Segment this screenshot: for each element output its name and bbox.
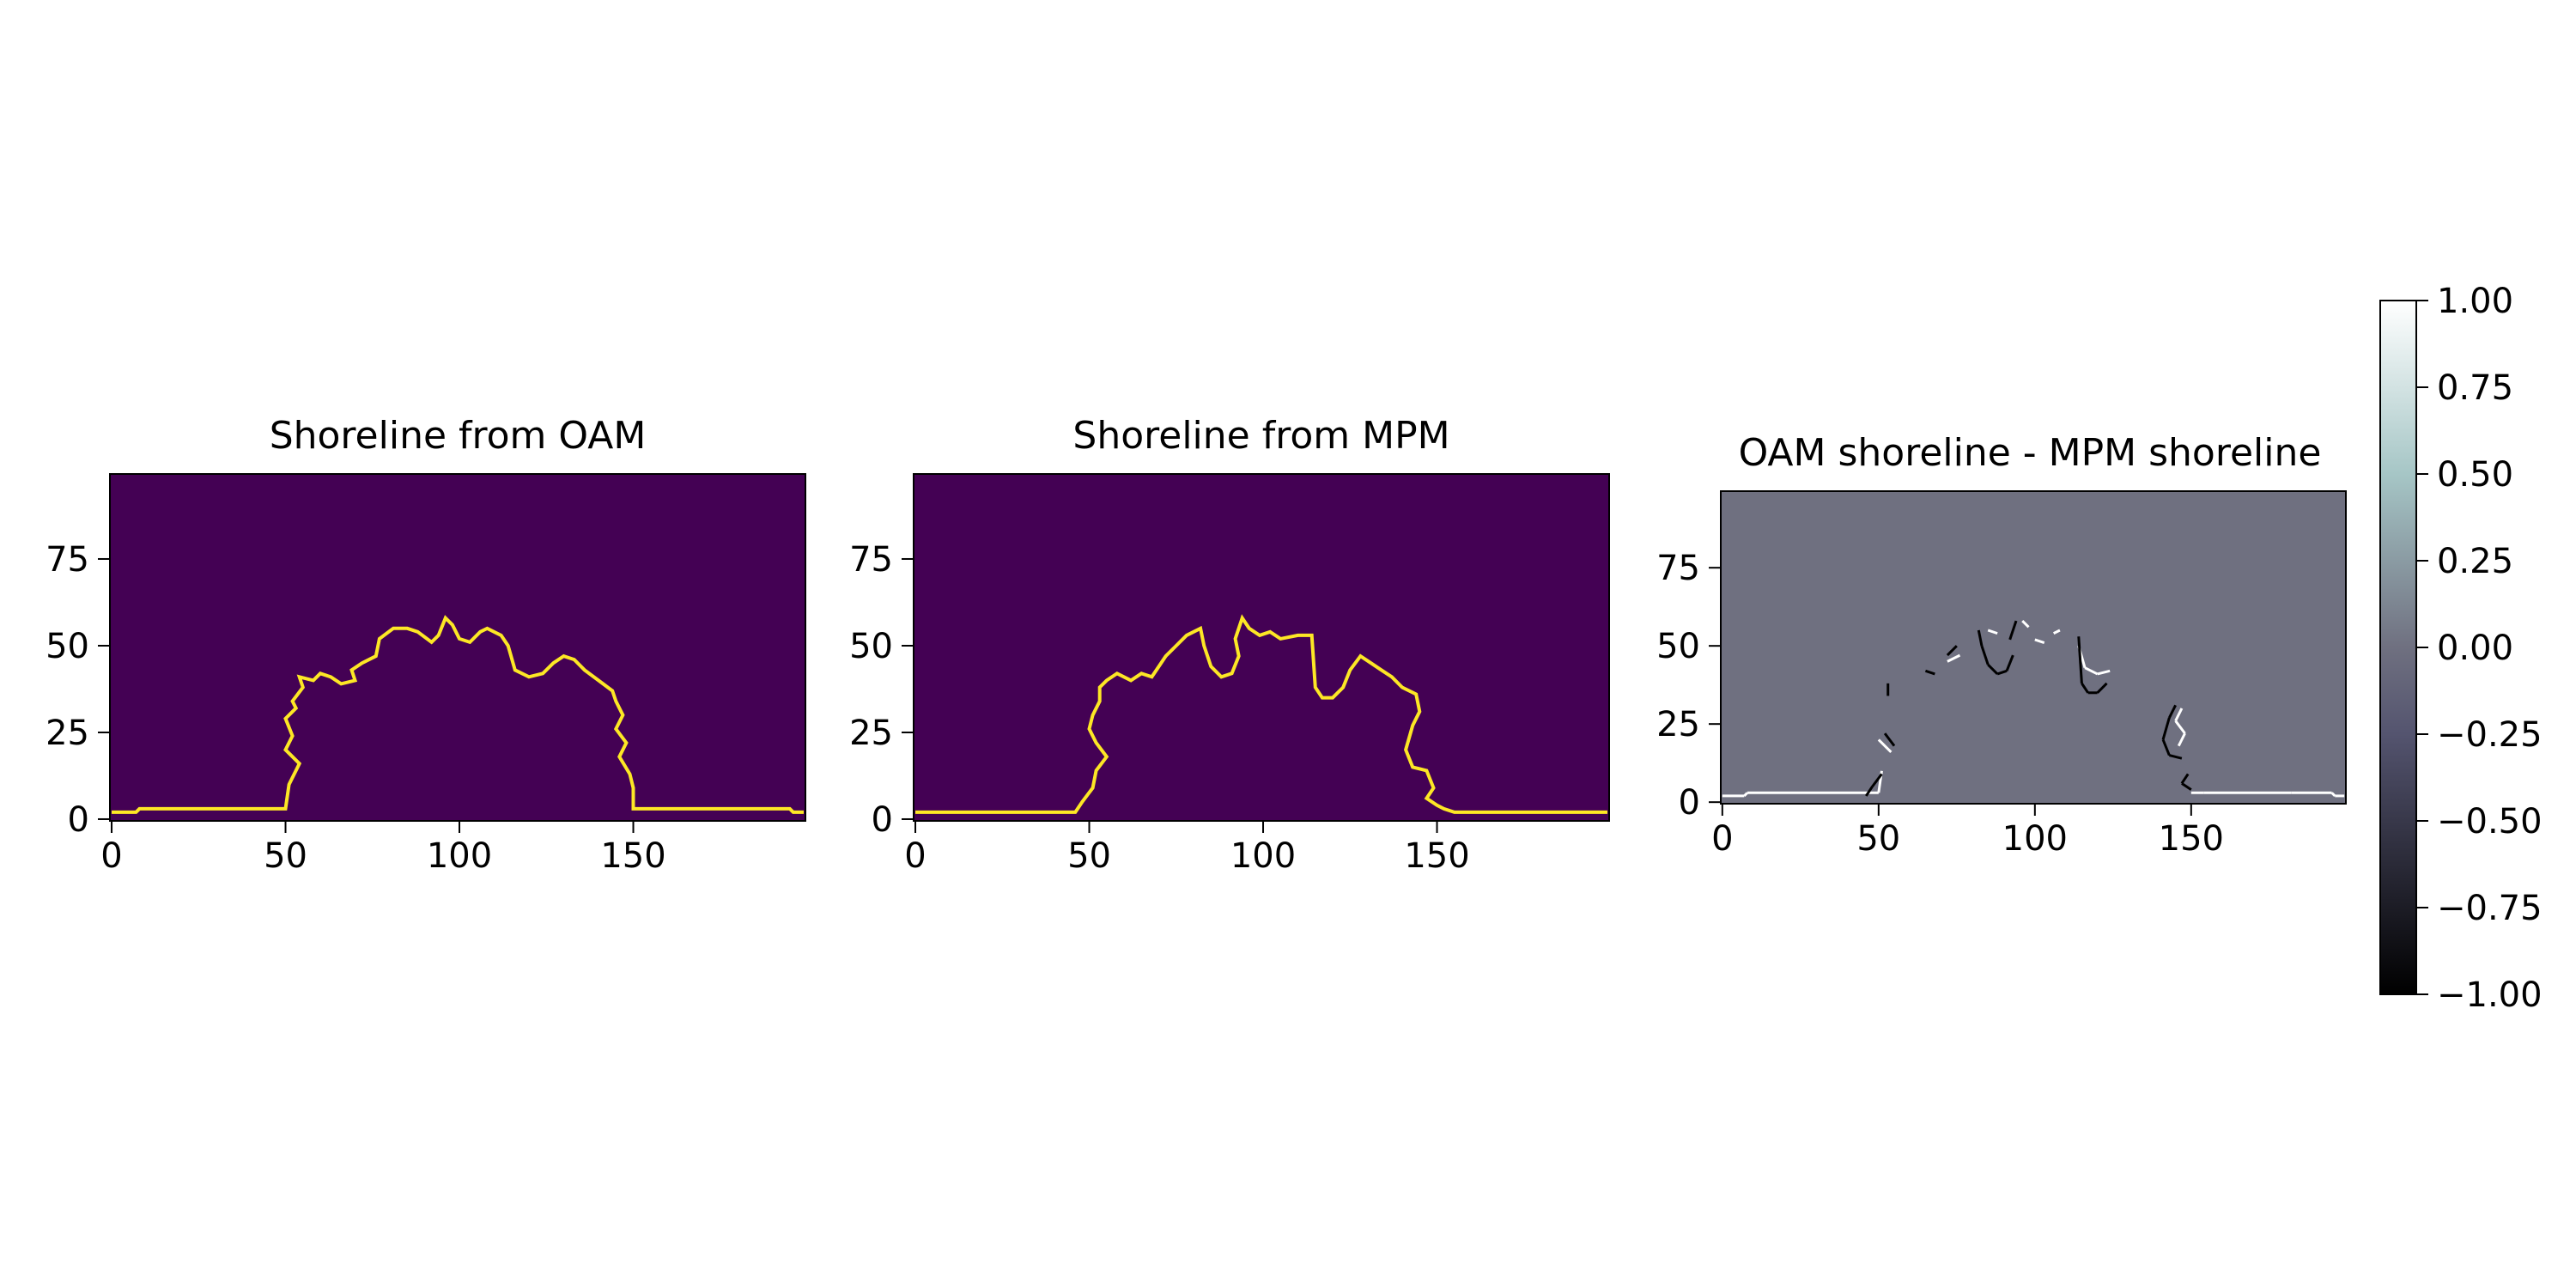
y-tick-label: 25: [849, 714, 893, 753]
panel-mpm-yticks: 0 25 50 75: [849, 540, 914, 840]
diff-negative-segment: [1996, 669, 2008, 676]
y-tick-label: 50: [1656, 627, 1700, 666]
x-tick-label: 0: [904, 836, 926, 876]
diff-negative-segment: [1977, 629, 1984, 647]
panel-oam-shoreline: [112, 615, 804, 814]
y-tick-label: 25: [46, 714, 89, 753]
y-tick-label: 75: [849, 540, 893, 580]
colorbar-tick-label: −0.75: [2437, 889, 2543, 928]
diff-positive-segment: [2097, 669, 2111, 676]
colorbar-tick-label: −0.25: [2437, 715, 2543, 755]
diff-negative-segment: [2081, 683, 2089, 694]
panel-diff-xticks: 0 50 100 150: [1711, 804, 2224, 859]
x-tick-label: 0: [1711, 819, 1733, 859]
diff-positive-segment: [2052, 629, 2061, 635]
x-tick-label: 150: [1404, 836, 1469, 876]
panel-diff-yticks: 0 25 50 75: [1656, 549, 1721, 823]
diff-positive-segment: [1947, 653, 1961, 663]
panel-diff-negative-segments: [1865, 620, 2192, 797]
diff-negative-segment: [2161, 738, 2171, 756]
x-tick-label: 50: [1856, 819, 1900, 859]
colorbar-tick-label: −0.50: [2437, 802, 2543, 841]
y-tick-label: 0: [1679, 783, 1700, 823]
panel-diff-background: [1721, 491, 2346, 804]
panel-oam-background: [110, 474, 805, 821]
diff-negative-segment: [1987, 663, 1999, 676]
panel-diff: OAM shoreline - MPM shoreline 0 50 100 150 …: [1656, 431, 2347, 859]
panel-oam-frame: [109, 473, 806, 822]
x-tick-label: 100: [1230, 836, 1296, 876]
panel-mpm-background: [914, 474, 1609, 821]
x-tick-label: 50: [264, 836, 307, 876]
colorbar-ticks: 1.00 0.75 0.50 0.25 0.00 −0.25 −0.50 −0.75 −1.00: [2416, 282, 2543, 1015]
diff-negative-segment: [1883, 732, 1896, 747]
diff-negative-segment: [1865, 786, 1874, 797]
diff-positive-segment: [2174, 720, 2186, 734]
x-tick-label: 50: [1067, 836, 1111, 876]
diff-negative-segment: [2168, 754, 2183, 760]
colorbar-tick-label: −1.00: [2437, 975, 2543, 1015]
colorbar: 1.00 0.75 0.50 0.25 0.00 −0.25 −0.50 −0.75 −1.00: [2379, 282, 2543, 1015]
panel-oam-xticks: 0 50 100 150: [100, 821, 666, 876]
diff-positive-segment: [1877, 738, 1893, 754]
panel-mpm-title: Shoreline from MPM: [1072, 414, 1449, 458]
y-tick-label: 50: [849, 627, 893, 666]
panel-mpm-frame: [913, 473, 1610, 822]
diff-positive-segment: [2084, 666, 2099, 676]
diff-positive-segment: [2174, 708, 2184, 722]
diff-negative-segment: [2096, 682, 2108, 694]
diff-positive-segment: [2034, 638, 2045, 644]
colorbar-tick-label: 0.50: [2437, 455, 2513, 495]
diff-negative-segment: [2077, 636, 2083, 683]
diff-negative-segment: [1980, 645, 1990, 665]
diff-positive-segment: [2021, 619, 2030, 629]
x-tick-label: 150: [600, 836, 665, 876]
y-tick-label: 25: [1656, 705, 1700, 744]
colorbar-tick-label: 0.00: [2437, 629, 2513, 668]
panel-oam-title: Shoreline from OAM: [270, 414, 647, 458]
diff-negative-segment: [1924, 669, 1935, 676]
panel-mpm: Shoreline from MPM 0 50 100 150 0 25 50 75: [849, 414, 1610, 876]
panel-oam-yticks: 0 25 50 75: [46, 540, 110, 840]
y-tick-label: 0: [68, 800, 89, 840]
y-tick-label: 0: [872, 800, 893, 840]
diff-positive-segment: [1987, 629, 1998, 635]
diff-negative-segment: [1946, 645, 1958, 657]
diff-negative-segment: [2005, 654, 2014, 671]
diff-negative-segment: [2167, 704, 2177, 719]
panel-diff-frame: [1720, 490, 2347, 805]
diff-negative-segment: [2161, 717, 2171, 740]
panel-mpm-shoreline: [915, 614, 1607, 814]
colorbar-tick-label: 1.00: [2437, 282, 2513, 321]
x-tick-label: 100: [2002, 819, 2068, 859]
colorbar-tick-label: 0.25: [2437, 542, 2513, 581]
x-tick-label: 100: [427, 836, 492, 876]
colorbar-tick-label: 0.75: [2437, 368, 2513, 408]
panel-diff-title: OAM shoreline - MPM shoreline: [1739, 431, 2322, 475]
diff-negative-segment: [1871, 773, 1883, 787]
y-tick-label: 75: [46, 540, 89, 580]
panel-oam: Shoreline from OAM 0 50 100 150 0 25 50 75: [46, 414, 806, 876]
diff-positive-segment: [1743, 792, 1749, 797]
colorbar-gradient: [2379, 300, 2417, 995]
diff-negative-segment: [2181, 782, 2192, 791]
diff-positive-segment: [2177, 732, 2186, 747]
diff-negative-segment: [2180, 773, 2190, 785]
y-tick-label: 50: [46, 627, 89, 666]
panel-mpm-xticks: 0 50 100 150: [904, 821, 1470, 876]
x-tick-label: 0: [100, 836, 122, 876]
x-tick-label: 150: [2159, 819, 2224, 859]
y-tick-label: 75: [1656, 549, 1700, 588]
diff-negative-segment: [2008, 620, 2018, 641]
diff-positive-segment: [2330, 792, 2336, 797]
